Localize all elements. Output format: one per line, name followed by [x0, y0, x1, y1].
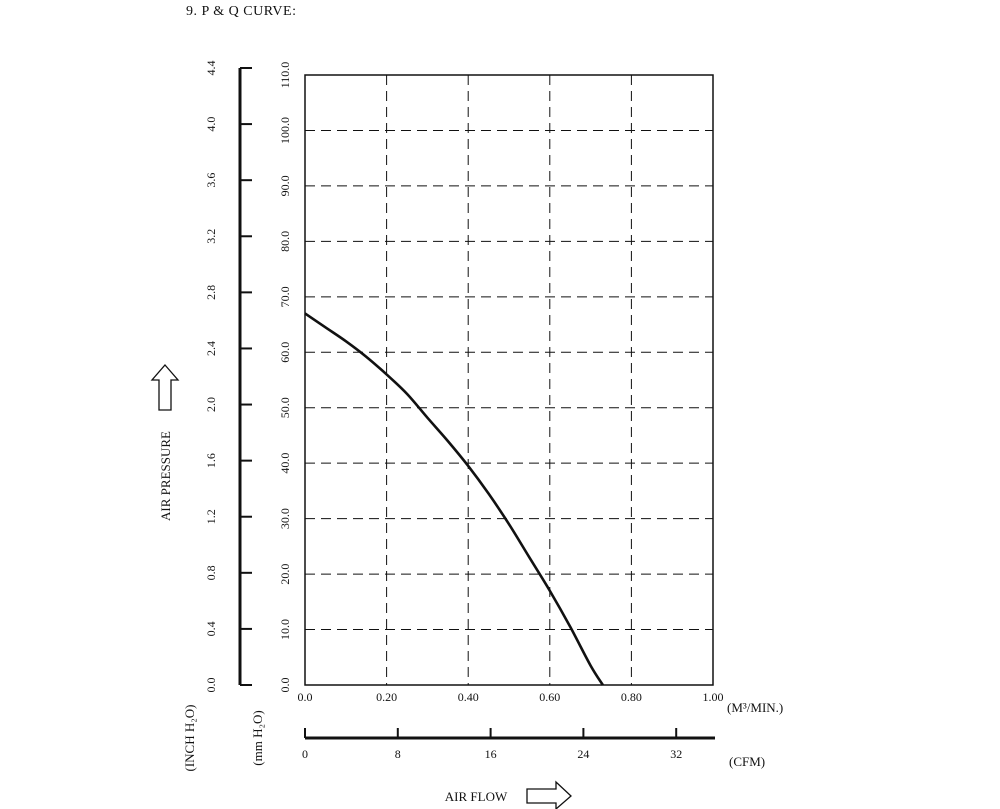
y-tick-label: 10.0: [278, 619, 292, 640]
inch-tick-label: 0.8: [204, 565, 218, 580]
inch-tick-label: 0.0: [204, 678, 218, 693]
inch-tick-label: 3.6: [204, 173, 218, 188]
cfm-tick-label: 0: [302, 747, 308, 761]
y-tick-label: 0.0: [278, 678, 292, 693]
tick-labels: 0.0 0.20 0.40 0.60 0.80 1.00 0.0 10.0 20.0 30.0 40…: [278, 62, 724, 704]
mm-unit-label: (mm H₂O): [250, 710, 265, 765]
cfm-tick-label: 8: [395, 747, 401, 761]
y-tick-label: 80.0: [278, 231, 292, 252]
curve-layer: [304, 312, 604, 686]
x-tick-label: 0.20: [376, 690, 397, 704]
y-tick-label: 30.0: [278, 508, 292, 529]
y-tick-label: 20.0: [278, 564, 292, 585]
grid-lines: [305, 75, 713, 685]
plot-frame: [304, 74, 714, 686]
y-tick-label: 100.0: [278, 117, 292, 144]
y-axis-title: AIR PRESSURE: [158, 431, 173, 521]
y-tick-label: 110.0: [278, 62, 292, 89]
x-tick-label: 1.00: [703, 690, 724, 704]
y-tick-label: 70.0: [278, 286, 292, 307]
inch-tick-label: 2.0: [204, 397, 218, 412]
y-tick-label: 50.0: [278, 397, 292, 418]
inch-scale-ticks: 0.0 0.4 0.8 1.2 1.6 2.0 2.4 2.8 3.2 3.6 4.0 4.4: [204, 61, 252, 693]
arrow-up-icon: [150, 364, 180, 411]
y-tick-label: 90.0: [278, 175, 292, 196]
inch-tick-label: 2.4: [204, 341, 218, 356]
y-tick-label: 60.0: [278, 342, 292, 363]
cfm-tick-label: 24: [577, 747, 589, 761]
x-axis-title: AIR FLOW: [445, 789, 508, 804]
inch-unit-label: (INCH H₂O): [182, 705, 197, 772]
inch-tick-label: 4.4: [204, 61, 218, 76]
inch-tick-label: 3.2: [204, 229, 218, 244]
pq-curve-line: [304, 312, 604, 686]
y-tick-label: 40.0: [278, 453, 292, 474]
inch-tick-label: 1.6: [204, 453, 218, 468]
inch-tick-label: 2.8: [204, 285, 218, 300]
x-tick-label: 0.0: [298, 690, 313, 704]
cfm-tick-label: 32: [670, 747, 682, 761]
x-tick-label: 0.60: [539, 690, 560, 704]
cfm-scale-ticks: 0 8 16 24 32: [302, 728, 682, 761]
x-tick-label: 0.80: [621, 690, 642, 704]
cfm-tick-label: 16: [485, 747, 497, 761]
inch-tick-label: 1.2: [204, 509, 218, 524]
inch-tick-label: 4.0: [204, 117, 218, 132]
x-unit-label: (M³/MIN.): [727, 700, 783, 715]
cfm-unit-label: (CFM): [729, 754, 765, 769]
inch-tick-label: 0.4: [204, 621, 218, 636]
page-title: 9. P & Q CURVE:: [186, 4, 297, 19]
x-tick-label: 0.40: [458, 690, 479, 704]
arrow-right-icon: [526, 780, 572, 809]
